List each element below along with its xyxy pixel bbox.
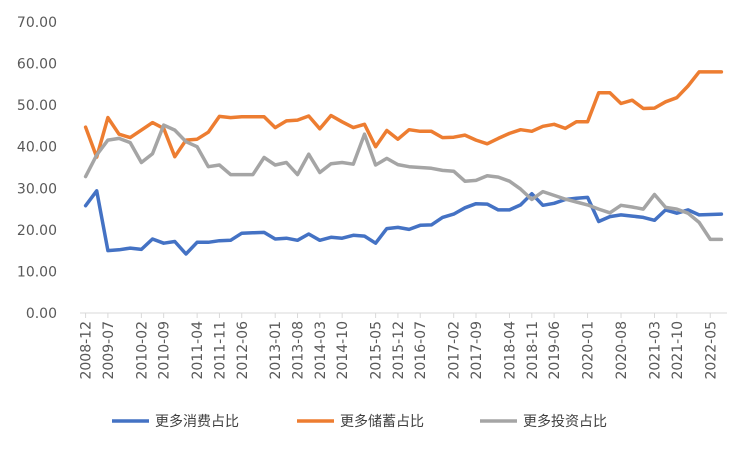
x-tick-label: 2015-05 <box>369 321 385 380</box>
legend: 更多消费占比 更多储蓄占比 更多投资占比 <box>112 413 607 430</box>
x-tick-label: 2009-07 <box>101 321 117 380</box>
x-tick-label: 2016-07 <box>413 321 429 380</box>
x-tick-label: 2017-09 <box>469 321 485 380</box>
series-lines <box>83 70 724 256</box>
x-tick-label: 2018-04 <box>502 321 518 380</box>
x-tick-label: 2022-05 <box>703 321 719 380</box>
y-axis-ticks: 0.00 10.00 20.00 30.00 40.00 50.00 60.00 70.00 <box>17 15 57 322</box>
y-tick-label: 50.00 <box>17 98 57 114</box>
x-tick-label: 2011-04 <box>190 321 206 380</box>
x-tick-label: 2021-03 <box>647 321 663 380</box>
legend-label-3: 更多投资占比 <box>523 413 607 430</box>
x-tick-label: 2015-12 <box>391 321 407 380</box>
y-tick-label: 40.00 <box>17 140 57 156</box>
x-tick-label: 2014-10 <box>335 321 351 380</box>
series-line-1 <box>83 189 724 256</box>
x-tick-label: 2014-03 <box>313 321 329 380</box>
x-tick-label: 2020-01 <box>581 321 597 380</box>
x-tick-label: 2013-01 <box>268 321 284 380</box>
y-tick-label: 30.00 <box>17 181 57 197</box>
y-tick-label: 10.00 <box>17 264 57 280</box>
x-tick-label: 2010-02 <box>134 321 150 380</box>
legend-label-2: 更多储蓄占比 <box>340 413 424 430</box>
legend-label-1: 更多消费占比 <box>155 413 239 430</box>
x-tick-label: 2017-02 <box>447 321 463 380</box>
y-tick-label: 70.00 <box>17 15 57 31</box>
x-tick-label: 2011-11 <box>212 321 228 380</box>
series-line-2 <box>83 70 724 159</box>
series-line-3 <box>83 123 724 242</box>
y-tick-label: 20.00 <box>17 223 57 239</box>
y-tick-label: 60.00 <box>17 57 57 73</box>
x-tick-label: 2020-08 <box>614 321 630 380</box>
x-axis: 2008-12 2009-07 2010-02 2010-09 2011-04 2011-… <box>79 312 727 380</box>
x-tick-label: 2013-08 <box>291 321 307 380</box>
x-tick-label: 2010-09 <box>157 321 173 380</box>
x-tick-label: 2018-11 <box>525 321 541 380</box>
x-tick-label: 2012-06 <box>235 321 251 380</box>
x-tick-label: 2008-12 <box>79 321 95 380</box>
x-tick-label: 2021-10 <box>670 321 686 380</box>
x-tick-label: 2019-06 <box>547 321 563 380</box>
y-tick-label: 0.00 <box>26 306 57 322</box>
